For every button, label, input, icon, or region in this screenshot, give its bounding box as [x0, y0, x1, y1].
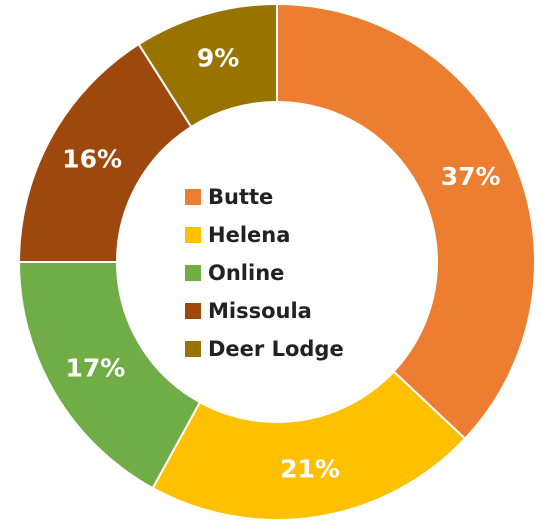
legend-swatch: [185, 341, 201, 357]
legend-label: Helena: [208, 223, 290, 247]
donut-slice: [276, 2, 536, 441]
data-label: 9%: [197, 43, 239, 72]
legend-label: Missoula: [208, 299, 312, 323]
legend-swatch: [185, 227, 201, 243]
legend-swatch: [185, 303, 201, 319]
legend-label: Deer Lodge: [208, 337, 344, 361]
data-label: 16%: [62, 144, 122, 173]
data-label: 17%: [65, 353, 125, 382]
data-label: 37%: [441, 162, 501, 191]
legend-label: Online: [208, 261, 284, 285]
legend-swatch: [185, 189, 201, 205]
donut-slice: [137, 2, 278, 129]
legend-swatch: [185, 265, 201, 281]
data-label: 21%: [280, 454, 340, 483]
legend-label: Butte: [208, 185, 273, 209]
donut-slice: [151, 370, 467, 521]
